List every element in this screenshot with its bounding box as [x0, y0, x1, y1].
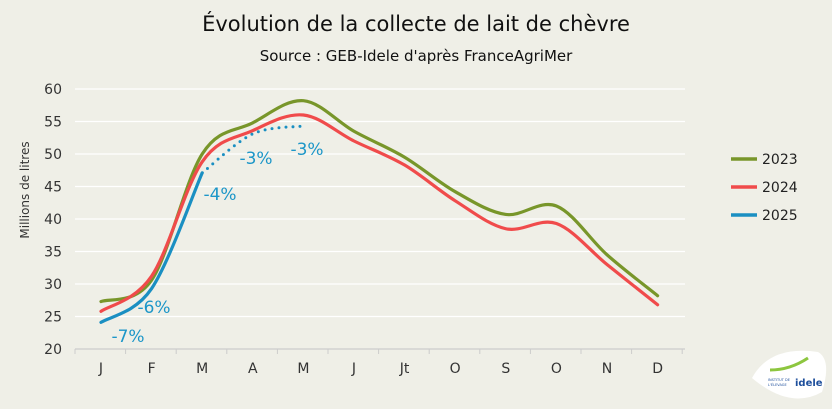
y-tick-label: 35 [44, 245, 62, 261]
annotation-label: -7% [111, 327, 144, 347]
series-line-2025 [99, 171, 204, 324]
annotation-label: -4% [203, 185, 236, 205]
series-forecast-2025 [200, 124, 305, 175]
chart-subtitle: Source : GEB-Idele d'après FranceAgriMer [259, 47, 573, 65]
legend-label: 2025 [762, 208, 798, 224]
svg-text:idele: idele [795, 378, 823, 389]
y-tick-label: 20 [44, 342, 62, 358]
legend-label: 2023 [762, 152, 798, 168]
annotation-label: -6% [137, 298, 170, 318]
x-tick-label: J [98, 361, 103, 377]
x-tick-label: S [501, 361, 510, 377]
x-tick-label: F [148, 361, 156, 377]
chart-title: Évolution de la collecte de lait de chèv… [202, 12, 630, 36]
x-tick-label: A [248, 361, 258, 377]
x-tick-label: O [450, 361, 461, 377]
annotation-label: -3% [239, 149, 272, 169]
idele-logo: INSTITUT DE L'ÉLEVAGE idele [752, 350, 827, 399]
x-tick-label: O [551, 361, 562, 377]
legend-label: 2024 [762, 180, 798, 196]
x-tick-label: J [351, 361, 356, 377]
x-tick-label: Jt [399, 361, 410, 377]
y-tick-label: 25 [44, 310, 62, 326]
x-tick-label: M [196, 361, 208, 377]
y-tick-label: 50 [44, 147, 62, 163]
annotation-label: -3% [290, 140, 323, 160]
svg-text:INSTITUT DE: INSTITUT DE [768, 378, 790, 382]
x-tick-label: D [652, 361, 663, 377]
y-tick-label: 55 [44, 115, 62, 131]
y-axis-label: Millions de litres [18, 141, 32, 238]
y-tick-label: 45 [44, 180, 62, 196]
y-tick-label: 30 [44, 277, 62, 293]
x-tick-label: N [602, 361, 612, 377]
y-tick-label: 40 [44, 212, 62, 228]
x-tick-label: M [297, 361, 309, 377]
y-tick-label: 60 [44, 82, 62, 98]
svg-text:L'ÉLEVAGE: L'ÉLEVAGE [768, 382, 787, 387]
series-line-2024 [99, 113, 660, 313]
